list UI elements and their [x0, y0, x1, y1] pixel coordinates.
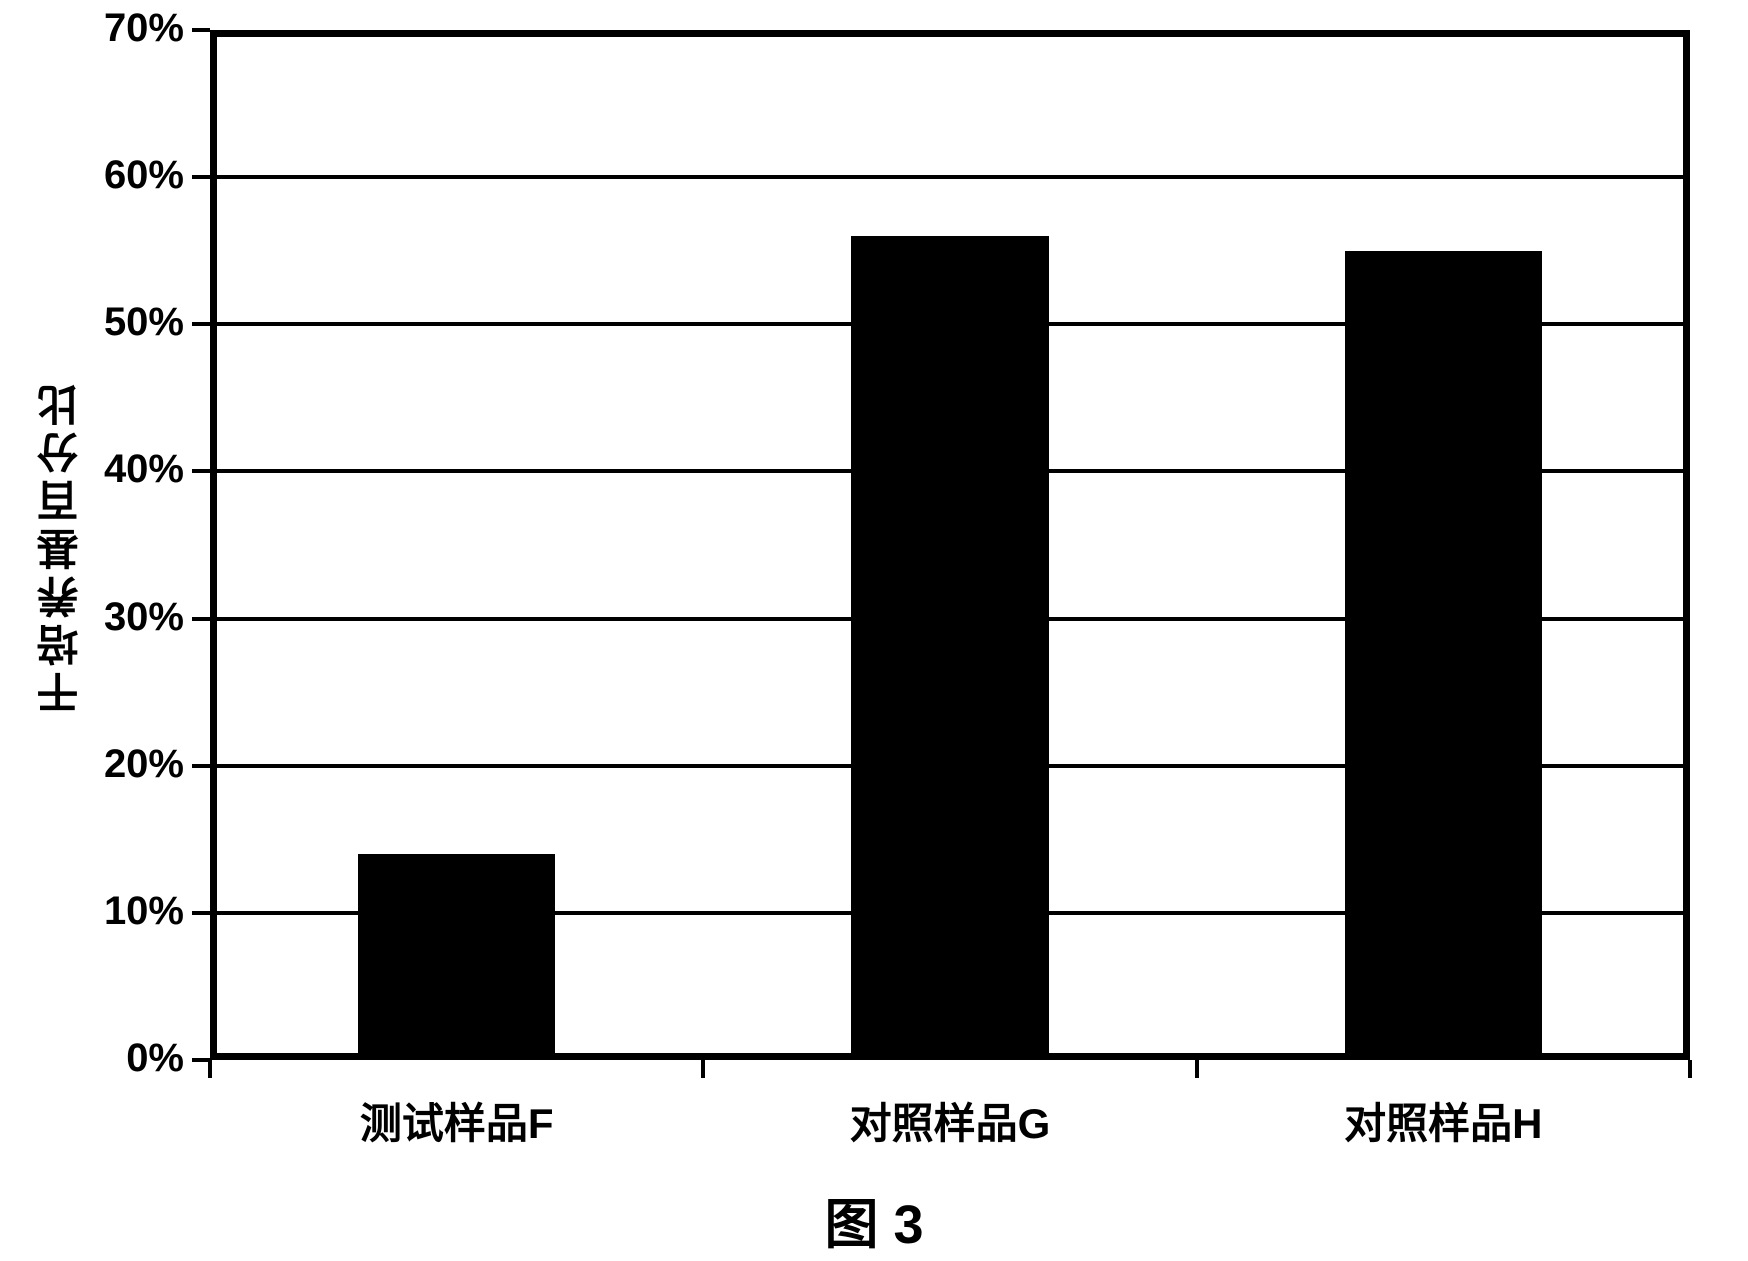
category-label: 测试样品F	[210, 1090, 703, 1151]
y-tick-mark	[192, 911, 210, 915]
y-tick-mark	[192, 175, 210, 179]
bar	[1345, 251, 1542, 1060]
x-tick-mark	[208, 1060, 212, 1078]
y-tick-mark	[192, 322, 210, 326]
y-tick-mark	[192, 764, 210, 768]
y-tick-label: 70%	[44, 6, 184, 51]
x-tick-mark	[1688, 1060, 1692, 1078]
y-tick-mark	[192, 28, 210, 32]
bar	[358, 854, 555, 1060]
bar-chart: 0%10%20%30%40%50%60%70%测试样品F对照样品G对照样品H干培…	[0, 0, 1748, 1261]
bar	[851, 236, 1048, 1060]
x-tick-mark	[701, 1060, 705, 1078]
gridline	[210, 175, 1690, 179]
category-label: 对照样品H	[1197, 1090, 1690, 1151]
x-tick-mark	[1195, 1060, 1199, 1078]
y-tick-label: 0%	[44, 1036, 184, 1081]
y-axis-label: 干培养基百分比	[30, 257, 91, 834]
figure-caption: 图 3	[0, 1180, 1748, 1259]
plot-area	[210, 30, 1690, 1060]
category-label: 对照样品G	[703, 1090, 1196, 1151]
y-tick-mark	[192, 617, 210, 621]
y-tick-label: 10%	[44, 889, 184, 934]
y-tick-label: 60%	[44, 153, 184, 198]
y-tick-mark	[192, 469, 210, 473]
